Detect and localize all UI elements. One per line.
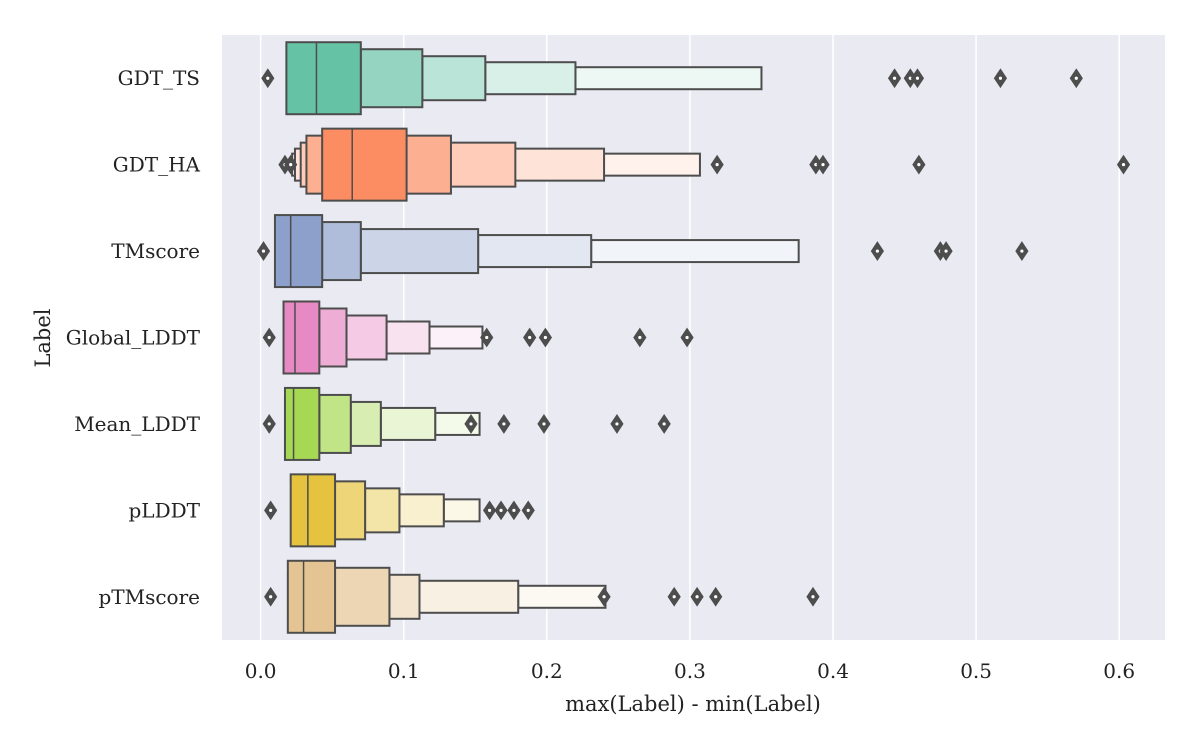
outlier-point: [814, 163, 818, 167]
boxen-tmscore: [256, 214, 1029, 289]
boxen-ptmscore: [264, 559, 820, 634]
x-axis-ticks: 0.0 0.1 0.2 0.3 0.4 0.5 0.6: [245, 659, 1135, 683]
boxen-box: [321, 221, 362, 282]
boxen-box: [318, 307, 348, 368]
boxen-box: [418, 579, 520, 614]
outlier-point: [695, 595, 699, 599]
y-tick-label: Global_LDDT: [66, 326, 201, 350]
outlier-point: [1020, 249, 1024, 253]
outlier-point: [1121, 163, 1126, 167]
boxen-box: [321, 127, 408, 202]
outlier-point: [615, 422, 619, 426]
boxen-box: [289, 473, 337, 548]
outlier-point: [512, 508, 516, 512]
outlier-point: [289, 163, 293, 167]
boxen-box: [273, 214, 324, 289]
boxen-box: [283, 386, 321, 461]
outlier-point: [714, 595, 718, 599]
boxen-box: [334, 480, 367, 541]
boxen-box: [590, 239, 800, 264]
x-tick-label: 0.0: [245, 659, 277, 683]
outlier-point: [526, 508, 530, 512]
outlier-point: [821, 163, 825, 167]
boxen-box: [379, 406, 437, 441]
outlier-point: [499, 508, 503, 512]
boxen-box: [359, 48, 424, 109]
y-tick-label: TMscore: [111, 239, 200, 263]
outlier-point: [528, 335, 532, 340]
boxen-box: [364, 487, 401, 534]
boxen-box: [349, 400, 382, 447]
x-axis-title: max(Label) - min(Label): [565, 692, 821, 716]
boxen-box: [428, 325, 484, 350]
outlier-point: [269, 508, 273, 512]
y-tick-label: GDT_TS: [118, 66, 200, 90]
boxen-box: [345, 314, 388, 361]
x-tick-label: 0.1: [388, 659, 420, 683]
boxen-box: [286, 559, 337, 634]
outlier-point: [485, 335, 489, 340]
boxen-box: [442, 498, 481, 523]
boxen-plddt: [264, 473, 535, 548]
boxen-box: [484, 61, 577, 96]
boxen-box: [517, 584, 607, 609]
x-tick-label: 0.4: [817, 659, 849, 683]
outlier-point: [266, 76, 270, 80]
outlier-point: [672, 595, 676, 599]
outlier-point: [908, 76, 912, 80]
boxen-box: [282, 300, 321, 375]
boxen-box: [285, 41, 362, 116]
boxen-box: [398, 493, 445, 528]
outlier-point: [1074, 76, 1078, 80]
y-tick-label: pTMscore: [98, 585, 200, 609]
outlier-point: [892, 76, 897, 80]
outlier-point: [267, 422, 271, 426]
outlier-point: [685, 335, 689, 340]
x-tick-label: 0.3: [674, 659, 706, 683]
outlier-point: [944, 249, 948, 253]
outlier-point: [487, 508, 492, 512]
outlier-point: [502, 422, 506, 426]
boxen-box: [359, 228, 480, 275]
x-tick-label: 0.5: [960, 659, 992, 683]
boxen-box: [385, 320, 431, 355]
boxen-mean-lddt: [262, 386, 671, 461]
outlier-point: [715, 163, 719, 167]
outlier-point: [602, 595, 606, 599]
outlier-point: [811, 595, 815, 599]
outlier-point: [875, 249, 879, 253]
outlier-point: [638, 335, 642, 340]
boxen-gdt-ts: [261, 41, 1083, 116]
boxen-gdt-ha: [278, 127, 1131, 202]
boxen-box: [318, 393, 352, 454]
boxen-box: [334, 566, 391, 627]
boxen-box: [574, 66, 763, 91]
y-tick-label: Mean_LDDT: [74, 412, 200, 436]
outlier-point: [267, 335, 271, 340]
outlier-point: [662, 422, 666, 426]
boxen-box: [477, 234, 593, 269]
boxen-series: [256, 41, 1131, 634]
outlier-point: [469, 422, 473, 426]
y-axis-ticks: GDT_TS GDT_HA TMscore Global_LDDT Mean_LDDTp…: [66, 66, 201, 609]
outlier-point: [998, 76, 1003, 80]
outlier-point: [915, 76, 920, 80]
boxen-box: [421, 55, 487, 102]
outlier-point: [269, 595, 273, 599]
y-tick-label: pLDDT: [129, 498, 201, 522]
y-axis-title: Label: [31, 308, 55, 367]
outlier-point: [261, 249, 266, 253]
outlier-point: [543, 335, 547, 340]
outlier-point: [542, 422, 546, 426]
y-tick-label: GDT_HA: [113, 153, 201, 177]
x-tick-label: 0.2: [531, 659, 563, 683]
x-tick-label: 0.6: [1103, 659, 1135, 683]
boxen-global-lddt: [262, 300, 694, 375]
boxen-box: [388, 573, 421, 620]
outlier-point: [917, 163, 921, 167]
